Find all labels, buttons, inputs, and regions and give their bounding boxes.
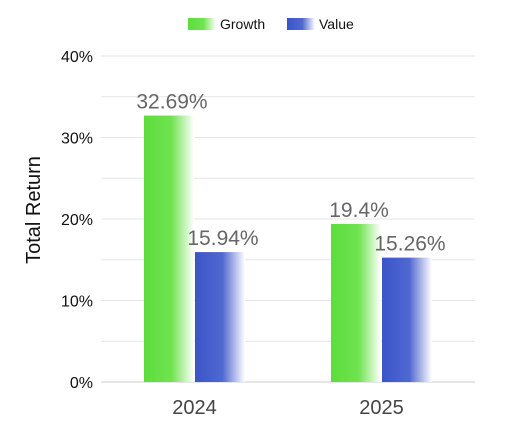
bar-value-2024	[195, 252, 245, 382]
legend: Growth Value	[188, 16, 354, 32]
y-axis-ticks: 0% 10% 20% 30% 40%	[61, 49, 93, 392]
legend-swatch-value	[287, 18, 315, 30]
y-tick-label: 20%	[61, 212, 93, 229]
x-axis-ticks: 2024 2025	[172, 397, 404, 419]
data-label: 32.69%	[136, 91, 207, 114]
data-label: 15.26%	[374, 233, 445, 256]
bar-growth-2024	[144, 115, 194, 382]
bars	[144, 115, 432, 382]
legend-label-growth: Growth	[220, 16, 265, 32]
data-labels: 32.69% 15.94% 19.4% 15.26%	[136, 91, 445, 256]
y-tick-label: 10%	[61, 294, 93, 311]
x-tick-label: 2024	[172, 397, 217, 419]
data-label: 19.4%	[329, 199, 389, 222]
x-tick-label: 2025	[359, 397, 404, 419]
legend-swatch-growth	[188, 18, 216, 30]
y-axis-label: Total Return	[23, 156, 45, 264]
y-tick-label: 0%	[70, 375, 93, 392]
legend-label-value: Value	[319, 16, 354, 32]
bar-value-2025	[382, 257, 432, 382]
y-tick-label: 30%	[61, 131, 93, 148]
data-label: 15.94%	[187, 227, 258, 250]
y-tick-label: 40%	[61, 49, 93, 66]
bar-growth-2025	[331, 223, 381, 382]
